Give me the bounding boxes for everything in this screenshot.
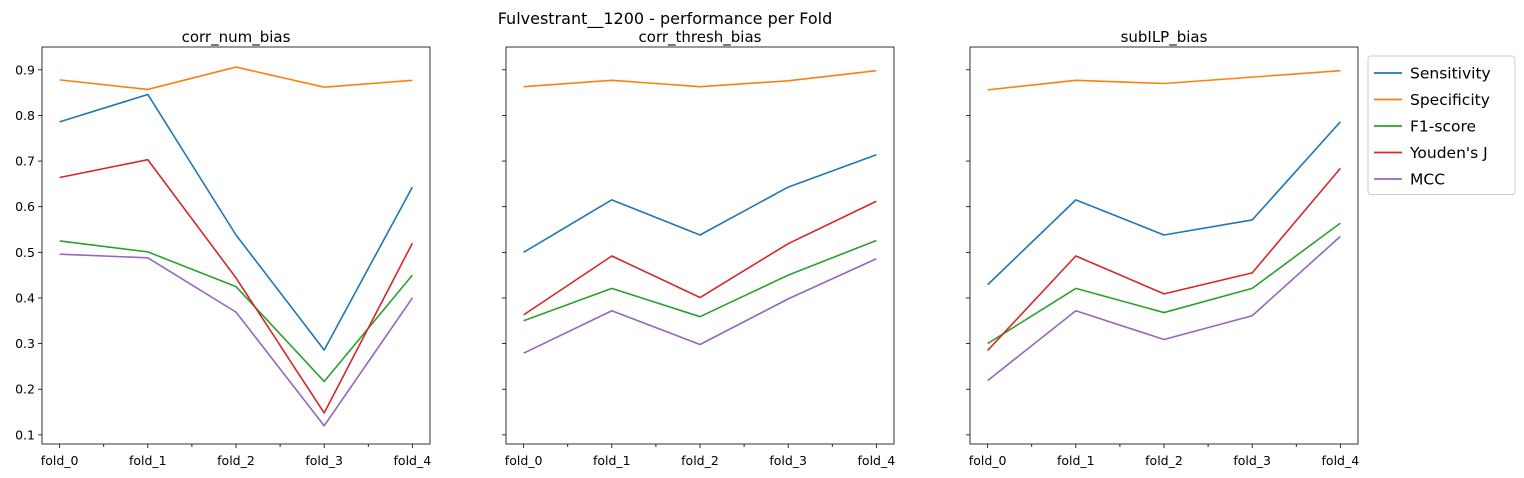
series-line-sensitivity <box>523 153 877 254</box>
y-tick-label: 0.7 <box>15 154 35 169</box>
x-tick-label: fold_4 <box>858 453 896 468</box>
y-tick-label: 0.3 <box>15 336 35 351</box>
legend-label: Specificity <box>1410 91 1490 109</box>
x-tick-label: fold_3 <box>305 453 343 468</box>
subplot-2: corr_thresh_bias fold_0 fold_1 fold_2 fold_3… <box>502 28 895 468</box>
x-tick-label: fold_4 <box>394 453 432 468</box>
subplot-title: corr_num_bias <box>182 28 291 47</box>
x-tick-label: fold_1 <box>593 453 631 468</box>
y-tick-label: 0.4 <box>15 290 35 305</box>
subplot-title: corr_thresh_bias <box>639 28 762 47</box>
y-tick-label: 0.6 <box>15 199 35 214</box>
series-line-youden-s-j <box>59 158 414 414</box>
series-line-mcc <box>523 258 877 354</box>
series-line-sensitivity <box>987 121 1341 286</box>
figure-title: Fulvestrant__1200 - performance per Fold <box>498 9 833 29</box>
x-tick-label: fold_3 <box>769 453 807 468</box>
series-line-specificity <box>987 69 1341 91</box>
legend-label: Sensitivity <box>1410 65 1491 83</box>
legend-label: MCC <box>1410 171 1445 189</box>
series-line-f1-score <box>59 240 413 383</box>
series-line-youden-s-j <box>987 167 1341 351</box>
x-tick-label: fold_0 <box>41 453 79 468</box>
axes-frame <box>505 46 895 445</box>
x-tick-label: fold_2 <box>217 453 255 468</box>
y-tick-label: 0.1 <box>15 427 35 442</box>
y-tick-label: 0.5 <box>15 245 35 260</box>
x-tick-label: fold_0 <box>505 453 543 468</box>
y-tick-label: 0.2 <box>15 382 35 397</box>
series-line-sensitivity <box>59 93 414 351</box>
legend-label: F1-score <box>1410 118 1476 136</box>
series-line-specificity <box>523 69 877 88</box>
series-line-specificity <box>59 66 413 91</box>
x-tick-label: fold_2 <box>681 453 719 468</box>
subplot-3: subILP_bias fold_0 fold_1 fold_2 fold_3 fold_… <box>966 28 1359 468</box>
y-tick-label: 0.9 <box>15 62 35 77</box>
series-line-f1-score <box>987 222 1341 345</box>
legend-box <box>1367 55 1516 195</box>
x-tick-label: fold_2 <box>1145 453 1183 468</box>
x-tick-label: fold_3 <box>1233 453 1271 468</box>
legend-label: Youden's J <box>1409 144 1488 162</box>
y-tick-label: 0.8 <box>15 108 35 123</box>
subplot-title: subILP_bias <box>1121 28 1208 47</box>
x-tick-label: fold_4 <box>1322 453 1360 468</box>
series-line-mcc <box>987 235 1341 382</box>
subplot-panels: corr_num_bias fold_0 fold_1 fold_2 fold_3 fol… <box>15 28 1359 468</box>
series-line-f1-score <box>523 239 877 322</box>
x-tick-label: fold_0 <box>969 453 1007 468</box>
series-line-mcc <box>59 253 414 427</box>
series-line-youden-s-j <box>523 200 877 316</box>
legend: Sensitivity Specificity F1-score Youden's J… <box>1367 55 1516 195</box>
x-tick-label: fold_1 <box>129 453 167 468</box>
subplot-1: corr_num_bias fold_0 fold_1 fold_2 fold_3 fol… <box>15 28 431 468</box>
x-tick-label: fold_1 <box>1057 453 1095 468</box>
